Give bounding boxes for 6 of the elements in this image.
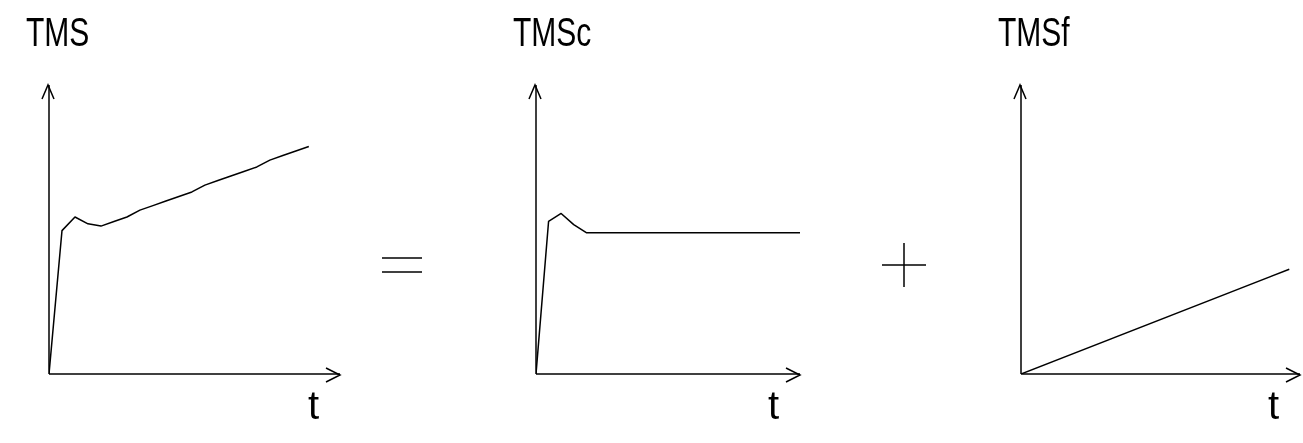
y-axis-title: TMSf bbox=[998, 10, 1070, 54]
y-axis-title: TMSc bbox=[513, 10, 592, 54]
y-axis-title: TMS bbox=[26, 10, 90, 54]
x-axis-title: t bbox=[1268, 383, 1280, 427]
x-axis-title: t bbox=[768, 383, 780, 427]
x-axis-title: t bbox=[308, 383, 320, 427]
